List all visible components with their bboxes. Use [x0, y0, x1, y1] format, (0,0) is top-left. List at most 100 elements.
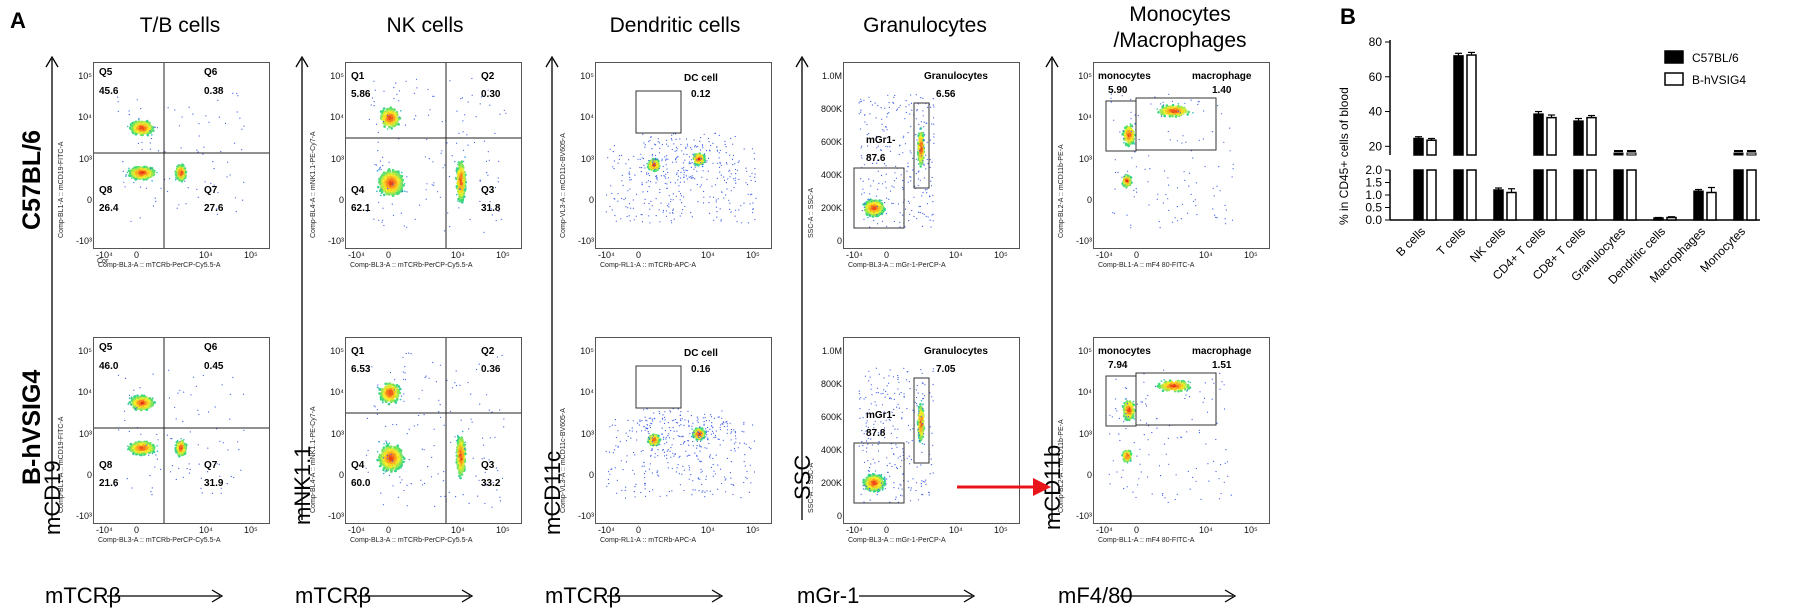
bar-bhvsig4 — [1426, 169, 1437, 221]
x-tick-label: 10⁴ — [1199, 525, 1213, 535]
x-axis-arrow — [1120, 589, 1237, 603]
y-tick-label: 10⁵ — [330, 346, 344, 356]
col-title-mono: Monocytes /Macrophages — [1080, 2, 1280, 54]
quadrant-value-q7: 27.6 — [204, 203, 224, 214]
y-tick-label: 0 — [338, 194, 344, 205]
gate-label-dc: DC cell — [684, 348, 718, 359]
y-channel-label: Comp-BL1-A :: mCD19-FITC-A — [58, 141, 65, 238]
x-tick-label: -10⁴ — [96, 250, 113, 260]
xlabel-tb: mTCRβ — [45, 583, 122, 608]
y-tick-label: 10⁴ — [1078, 387, 1092, 398]
y-channel-label: Comp-VL3-A :: mCD11c-BV605-A — [560, 408, 567, 513]
y-channel-label: Comp-BL4-A :: mNK1.1-PE-Cy7-A — [310, 406, 317, 513]
y-tick-label: 600K — [820, 412, 842, 422]
flow-plot-bhvsig4-1: Q1 6.53 Q2 0.36 Q4 60.0 Q3 33.2 -10⁴ 0 10⁴ 10⁵ 10⁵ 10… — [310, 337, 522, 544]
x-tick-label: -10⁴ — [1096, 525, 1113, 535]
x-channel-label: Comp-RL1-A :: mTCRb-APC-A — [600, 537, 697, 544]
x-tick-label: -10⁴ — [96, 525, 113, 535]
col-title-dc: Dendritic cells — [609, 14, 741, 37]
flow-density-plot — [605, 365, 756, 499]
y-tick-label: 10³ — [580, 153, 594, 164]
y-tick-label: 10⁴ — [330, 387, 344, 398]
x-tick-label: 10⁴ — [949, 525, 963, 535]
x-tick-label: 10⁵ — [1244, 250, 1258, 260]
quadrant-name: Q5 — [99, 67, 113, 78]
panel-label-b: B — [1340, 4, 1356, 29]
quadrant-value-q2: 0.36 — [481, 364, 501, 375]
gate-label-granulocytes: Granulocytes — [924, 71, 988, 82]
x-channel-label: Comp-BL3-A :: mTCRb-PerCP-Cy5.5-A — [98, 262, 221, 269]
gate-value-dc: 0.16 — [691, 364, 711, 375]
x-tick-label: 10⁵ — [746, 250, 760, 260]
y-tick-label: 10⁴ — [330, 112, 344, 123]
x-tick-label: 0 — [636, 525, 642, 535]
x-tick-label: 0 — [386, 250, 392, 260]
x-tick-label: 10⁴ — [199, 250, 213, 260]
x-tick-label: -10⁴ — [598, 250, 615, 260]
y-tick-label: 0 — [588, 194, 594, 205]
flow-density-plot — [94, 338, 269, 523]
gate-label-mgr1: mGr1- — [866, 135, 896, 146]
x-tick-label: 0 — [134, 525, 140, 535]
y-tick-label: 10⁵ — [1078, 346, 1092, 356]
gating-arrow — [957, 478, 1051, 496]
quadrant-value-q8: 26.4 — [99, 203, 119, 214]
bar-bhvsig4 — [1466, 169, 1477, 221]
y-tick-label: 10⁴ — [78, 387, 92, 398]
category-label: B cells — [1393, 224, 1428, 259]
y-tick-label: 0 — [588, 469, 594, 480]
gate-value-macrophage: 1.51 — [1212, 360, 1232, 371]
quadrant-name: Q1 — [351, 346, 365, 357]
quadrant-name: Q1 — [351, 71, 365, 82]
y-axis-arrow — [295, 55, 309, 520]
bar-c57bl6-upper — [1453, 55, 1464, 156]
y-tick-label: -10³ — [75, 511, 92, 521]
gate-value-granulocytes: 6.56 — [936, 89, 956, 100]
y-tick-label: 10⁵ — [78, 71, 92, 81]
y-tick-label: 0.0 — [1365, 213, 1382, 227]
x-tick-label: 0 — [134, 250, 140, 260]
y-tick-label: 10⁵ — [78, 346, 92, 356]
flow-plot-c57bl6-3: Granulocytes 6.56 mGr1- 87.6 -10⁴ 0 10⁴ 10⁵ 1.0M… — [808, 62, 1020, 269]
flow-plot-c57bl6-2: DC cell 0.12 -10⁴ 0 10⁴ 10⁵ 10⁵ 10⁴ 10³ 0 -10³ Comp… — [560, 62, 772, 269]
panel-label-a: A — [10, 8, 26, 33]
flow-plot-bhvsig4-0: Q5 46.0 Q6 0.45 Q8 21.6 Q7 31.9 -10⁴ 0 10⁴ 10⁵ 10⁵ 10… — [58, 337, 270, 544]
x-channel-label: Comp-RL1-A :: mTCRb-APC-A — [600, 262, 697, 269]
x-tick-label: -10⁴ — [348, 525, 365, 535]
quadrant-name: Q3 — [481, 185, 495, 196]
y-tick-label: 800K — [820, 104, 842, 114]
y-tick-label: -10³ — [577, 511, 594, 521]
y-tick-label: -10³ — [75, 236, 92, 246]
flow-density-plot — [1105, 369, 1232, 503]
x-tick-label: 10⁵ — [746, 525, 760, 535]
y-tick-label: 10³ — [580, 428, 594, 439]
quadrant-name: Q7 — [204, 460, 218, 471]
bar-bhvsig4 — [1586, 169, 1597, 221]
y-tick-label: 10⁵ — [580, 346, 594, 356]
x-axis-arrow — [107, 589, 224, 603]
bar-c57bl6-upper — [1613, 152, 1624, 156]
bar-c57bl6 — [1413, 169, 1424, 221]
y-tick-label: 10³ — [1078, 428, 1092, 439]
quadrant-name: Q3 — [481, 460, 495, 471]
bar-bhvsig4 — [1666, 216, 1677, 221]
bar-bhvsig4 — [1506, 191, 1517, 221]
y-channel-label: Comp-BL4-A :: mNK1.1-PE-Cy7-A — [310, 131, 317, 238]
bar-bhvsig4 — [1546, 169, 1557, 221]
x-tick-label: 0 — [1134, 250, 1140, 260]
bar-c57bl6-upper — [1733, 152, 1744, 156]
y-channel-label: Comp-BL1-A :: mCD19-FITC-A — [58, 416, 65, 513]
category-label: T cells — [1434, 224, 1468, 258]
y-tick-label: 0 — [836, 236, 842, 246]
y-channel-label: Comp-BL2-A :: mCD11b-PE-A — [1058, 419, 1065, 513]
quadrant-name: Q2 — [481, 71, 495, 82]
y-channel-label: Comp-BL2-A :: mCD11b-PE-A — [1058, 144, 1065, 238]
x-tick-label: 10⁵ — [496, 525, 510, 535]
gate-label-mgr1: mGr1- — [866, 410, 896, 421]
y-tick-label: 10⁴ — [1078, 112, 1092, 123]
gate-value-macrophage: 1.40 — [1212, 85, 1232, 96]
legend-swatch-bhvsig4 — [1664, 72, 1684, 86]
y-tick-label: -10³ — [327, 511, 344, 521]
y-axis-arrow — [1045, 55, 1059, 520]
x-axis-arrow — [607, 589, 724, 603]
